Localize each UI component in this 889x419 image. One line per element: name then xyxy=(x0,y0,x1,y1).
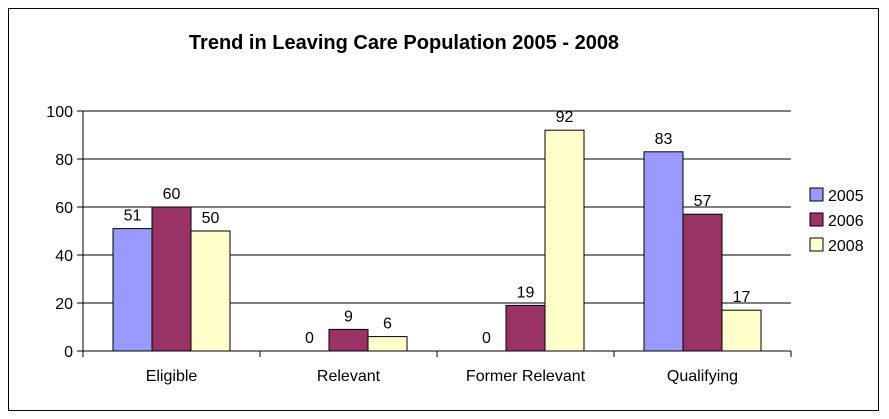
bar xyxy=(682,213,723,352)
data-label: 50 xyxy=(202,210,220,227)
legend-label: 2008 xyxy=(828,238,864,255)
legend-label: 2005 xyxy=(828,188,864,205)
bar xyxy=(190,230,231,352)
x-tick-label: Former Relevant xyxy=(466,368,586,385)
x-tick-label: Eligible xyxy=(146,368,198,385)
chart-frame: Trend in Leaving Care Population 2005 - … xyxy=(8,8,879,411)
legend-label: 2006 xyxy=(828,213,864,230)
legend-swatch xyxy=(809,187,824,202)
y-tick-label: 60 xyxy=(55,200,73,217)
bar xyxy=(328,328,369,352)
legend-swatch xyxy=(809,212,824,227)
x-tick-label: Relevant xyxy=(317,368,381,385)
y-tick-label: 40 xyxy=(55,248,73,265)
data-label: 17 xyxy=(733,289,751,306)
bar xyxy=(544,129,585,352)
legend-swatch xyxy=(809,237,824,252)
chart-title: Trend in Leaving Care Population 2005 - … xyxy=(189,32,619,54)
data-label: 60 xyxy=(163,186,181,203)
data-label: 0 xyxy=(305,330,314,347)
legend: 2005 2006 2008 xyxy=(809,187,864,255)
bar xyxy=(151,206,192,352)
data-label: 92 xyxy=(556,109,574,126)
data-label: 51 xyxy=(124,208,142,225)
bars xyxy=(112,129,762,352)
bar xyxy=(112,228,153,352)
y-tick-label: 80 xyxy=(55,152,73,169)
x-tick-label: Qualifying xyxy=(667,368,738,385)
y-tick-label: 0 xyxy=(64,344,73,361)
bar xyxy=(643,151,684,352)
data-label: 6 xyxy=(383,316,392,333)
bar xyxy=(505,304,546,352)
y-tick-label: 100 xyxy=(46,104,73,121)
data-label: 9 xyxy=(344,308,353,325)
chart: Trend in Leaving Care Population 2005 - … xyxy=(46,32,864,385)
bar xyxy=(367,336,408,352)
data-label: 0 xyxy=(482,330,491,347)
data-label: 57 xyxy=(694,193,712,210)
data-label: 19 xyxy=(517,284,535,301)
y-tick-label: 20 xyxy=(55,296,73,313)
bar xyxy=(721,309,762,352)
data-label: 83 xyxy=(655,131,673,148)
